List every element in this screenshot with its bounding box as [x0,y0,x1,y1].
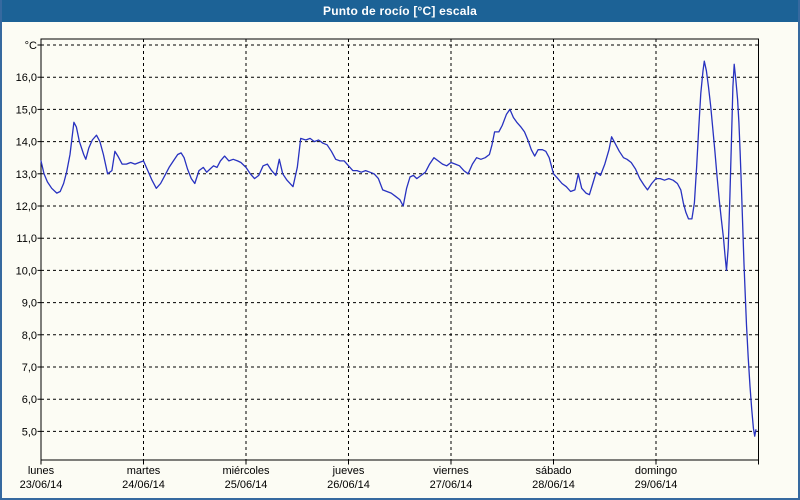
x-axis-day-label: jueves [332,465,365,477]
x-axis-date-label: 26/06/14 [327,479,370,491]
x-axis-date-label: 25/06/14 [225,479,268,491]
x-axis-date-label: 23/06/14 [20,479,63,491]
window-titlebar: Punto de rocío [°C] escala [2,0,798,22]
x-axis-date-label: 28/06/14 [532,479,575,491]
plot-border [40,38,759,461]
y-axis-tick-label: 15,0 [16,104,37,116]
x-axis-date-label: 29/06/14 [635,479,678,491]
x-axis-date-label: 27/06/14 [430,479,473,491]
y-axis-tick-label: 11,0 [16,233,37,245]
x-axis-day-label: lunes [28,465,55,477]
window-title: Punto de rocío [°C] escala [322,4,478,18]
x-axis-day-label: martes [127,465,161,477]
chart-area: 16,0 15,0 14,0 13,0 12,0 11,0 10,0 9,0 8,0 7,0 6,0… [2,22,798,496]
dewpoint-chart-canvas: 16,0 15,0 14,0 13,0 12,0 11,0 10,0 9,0 8,0 7,0 6,0… [16,38,759,491]
x-axis-day-label: miércoles [222,465,270,477]
x-axis-day-label: viernes [433,465,469,477]
y-axis-tick-label: 5,0 [22,426,37,438]
x-axis-day-label: sábado [535,465,571,477]
dewpoint-line [40,60,757,437]
y-axis-tick-label: 13,0 [16,169,37,181]
y-axis-tick-label: 10,0 [16,265,37,277]
y-axis-tick-label: 12,0 [16,201,37,213]
x-axis-day-label: domingo [635,465,677,477]
y-axis-tick-label: 6,0 [22,394,37,406]
x-axis-date-label: 24/06/14 [122,479,165,491]
y-axis-tick-label: 7,0 [22,362,37,374]
y-axis-tick-label: 14,0 [16,137,37,149]
y-axis-tick-label: 16,0 [16,72,37,84]
y-axis-unit-label: °C [25,40,37,52]
y-axis-tick-label: 9,0 [22,298,37,310]
y-axis-tick-label: 8,0 [22,330,37,342]
